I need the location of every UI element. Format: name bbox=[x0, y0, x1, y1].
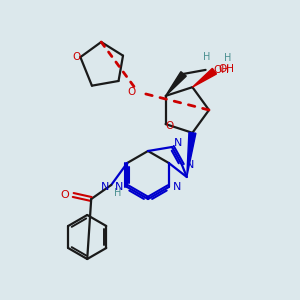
Text: O: O bbox=[166, 121, 174, 131]
Text: O: O bbox=[72, 52, 80, 62]
Text: O: O bbox=[128, 87, 136, 97]
Text: N: N bbox=[101, 182, 110, 192]
Polygon shape bbox=[192, 68, 217, 87]
Text: H: H bbox=[203, 52, 210, 62]
Text: N: N bbox=[174, 138, 182, 148]
Text: N: N bbox=[115, 182, 123, 192]
Polygon shape bbox=[166, 72, 186, 96]
Text: H: H bbox=[113, 188, 121, 198]
Text: N: N bbox=[186, 160, 194, 170]
Text: O: O bbox=[61, 190, 70, 200]
Text: N: N bbox=[172, 182, 181, 192]
Text: H: H bbox=[224, 53, 231, 63]
Text: OH: OH bbox=[218, 64, 234, 74]
Polygon shape bbox=[187, 132, 196, 177]
Text: OH: OH bbox=[214, 65, 230, 75]
